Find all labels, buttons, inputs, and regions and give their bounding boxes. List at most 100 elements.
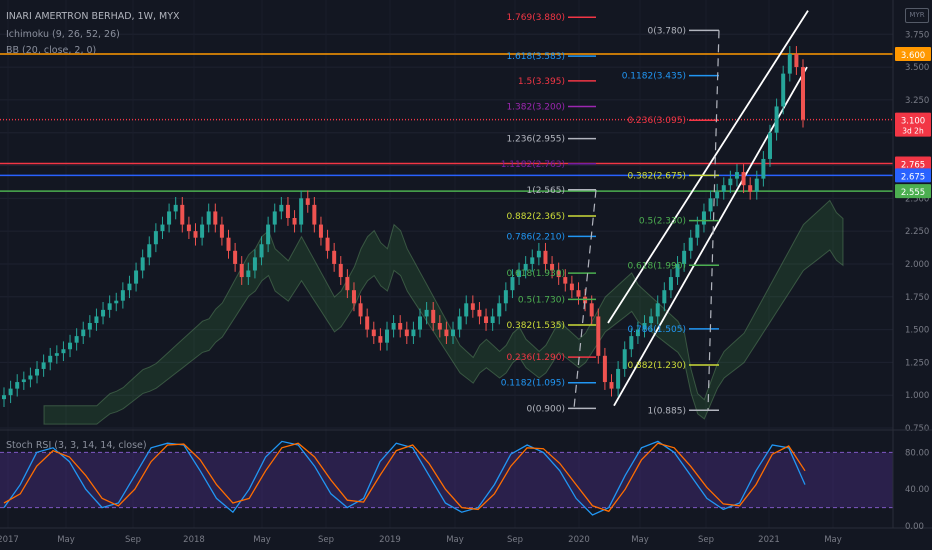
candle — [378, 336, 383, 343]
x-tick-label: Sep — [125, 535, 141, 545]
fib-trend-dashed — [707, 30, 720, 411]
x-tick-label: Sep — [698, 535, 714, 545]
candle — [272, 211, 277, 225]
candle — [345, 277, 350, 291]
fib-label: 1.5(3.395) — [518, 77, 565, 87]
fib-label: 1.1182(2.763) — [501, 160, 565, 170]
fib-label: 0.618(1.990) — [627, 261, 686, 271]
x-tick-label: 2018 — [183, 535, 205, 545]
fib-label: 0.618(1.930) — [506, 269, 565, 279]
fib-label: 0.5(1.730) — [518, 295, 565, 305]
candle — [2, 395, 6, 400]
candle — [358, 303, 363, 317]
candle — [299, 198, 304, 225]
candle — [675, 263, 680, 278]
candle — [530, 257, 535, 264]
candle — [173, 204, 178, 212]
candle — [200, 224, 205, 238]
fib-label: 0(3.780) — [647, 26, 686, 36]
candle — [239, 263, 244, 278]
candle — [444, 329, 449, 337]
y-tick-label: 0.750 — [905, 424, 929, 434]
candles — [2, 46, 805, 407]
candle — [470, 303, 475, 310]
candle — [61, 349, 66, 354]
ichimoku-legend[interactable]: Ichimoku (9, 26, 52, 26) — [6, 29, 120, 40]
stoch-tick-label: 40.00 — [905, 485, 929, 495]
candle — [160, 224, 165, 232]
price-level-tag — [895, 184, 931, 199]
candle — [318, 224, 323, 238]
candle — [701, 211, 706, 225]
candle — [81, 329, 86, 337]
candle — [226, 237, 231, 251]
price-level-tag — [895, 156, 931, 171]
candle — [74, 336, 79, 343]
candle — [695, 224, 700, 238]
candle — [21, 379, 26, 383]
x-tick-label: Sep — [507, 535, 523, 545]
fib-label: 0.1182(1.095) — [501, 379, 565, 389]
candle — [365, 316, 370, 330]
candle — [15, 382, 20, 389]
candle — [794, 53, 799, 68]
candle — [87, 323, 92, 330]
candle — [668, 277, 673, 291]
kumo — [43, 199, 844, 425]
candle — [596, 316, 601, 356]
candle — [734, 172, 739, 179]
stoch-rsi-panel — [0, 440, 893, 516]
bb-legend[interactable]: BB (20, close, 2, 0) — [6, 45, 97, 56]
fib-label: 1.618(3.583) — [506, 52, 565, 62]
candle — [451, 329, 456, 337]
candle — [543, 250, 548, 264]
candle — [464, 303, 469, 317]
x-tick-label: 2019 — [379, 535, 401, 545]
candle — [48, 355, 53, 363]
candle — [721, 185, 726, 192]
candle — [292, 218, 297, 225]
x-tick-label: May — [57, 535, 75, 545]
stoch-legend[interactable]: Stoch RSI (3, 3, 14, 14, close) — [6, 440, 147, 451]
candle — [767, 132, 772, 159]
price-level-tag — [895, 46, 931, 61]
y-tick-label: 2.250 — [905, 227, 929, 237]
fib-label: 1.236(2.955) — [506, 135, 565, 145]
candle — [774, 106, 779, 133]
price-level-tag — [895, 168, 931, 183]
candle — [517, 270, 522, 278]
price-level-value: 2.765 — [901, 161, 925, 171]
y-tick-label: 1.250 — [905, 358, 929, 368]
candle — [431, 309, 436, 323]
candle — [437, 323, 442, 330]
candle — [536, 250, 541, 258]
x-tick-label: 2017 — [0, 535, 19, 545]
y-tick-label: 1.500 — [905, 326, 929, 336]
fib-label: 0.882(1.230) — [627, 361, 686, 371]
candle — [94, 316, 99, 323]
candle — [503, 290, 508, 304]
candle — [576, 290, 581, 297]
fib-label: 0(0.900) — [526, 404, 565, 414]
candle — [662, 290, 667, 304]
x-tick-label: Sep — [318, 535, 334, 545]
price-level-value: 2.675 — [901, 172, 925, 182]
candle — [424, 309, 429, 317]
candle — [411, 329, 416, 337]
stoch-band — [0, 452, 893, 508]
candle — [688, 237, 693, 251]
candle — [635, 329, 640, 337]
candle — [332, 250, 337, 264]
fib-levels: 1.769(3.880) 1.618(3.583) 1.5(3.395) 1.382(… — [501, 13, 720, 416]
price-level-countdown: 3d 2h — [902, 127, 924, 136]
currency-badge[interactable]: MYR — [905, 8, 929, 23]
y-tick-label: 1.750 — [905, 293, 929, 303]
candle — [285, 204, 290, 218]
candle — [246, 270, 251, 278]
trend-channel — [607, 10, 809, 407]
y-tick-label: 3.500 — [905, 63, 929, 73]
candle — [325, 237, 330, 251]
candle — [787, 53, 792, 74]
y-tick-label: 2.000 — [905, 260, 929, 270]
candle — [781, 73, 786, 107]
